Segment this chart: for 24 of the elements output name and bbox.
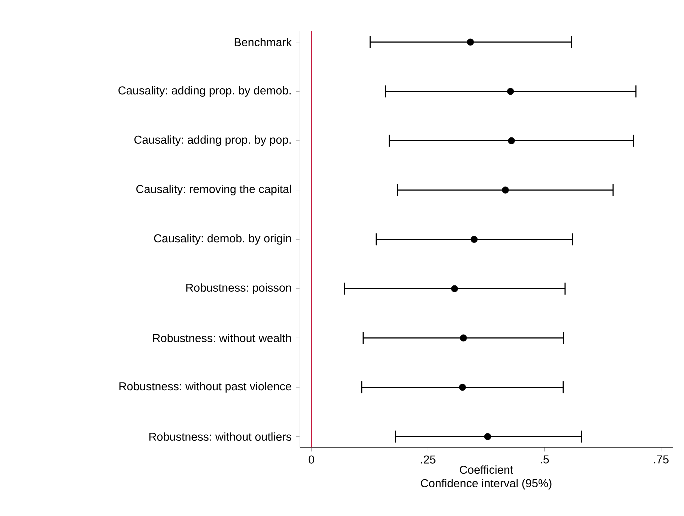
point	[470, 236, 478, 244]
x-tick-label: .75	[654, 456, 669, 464]
point	[507, 88, 514, 96]
x-tick-label: .5	[541, 456, 550, 464]
point	[484, 433, 492, 440]
y-tick-label: Robustness: poisson	[186, 284, 292, 294]
y-tick-label: Causality: adding prop. by demob.	[118, 86, 291, 97]
y-tick-label: Robustness: without wealth	[153, 334, 292, 342]
y-tick-label: Benchmark	[234, 38, 292, 47]
y-tick-label: Causality: removing the capital	[136, 184, 292, 196]
y-tick-label: Robustness: without past violence	[120, 382, 292, 393]
y-tick-label: Causality: adding prop. by pop.	[134, 136, 291, 146]
x-tick-label: .25	[421, 456, 436, 464]
point	[459, 384, 466, 392]
point	[451, 285, 458, 292]
point	[502, 186, 510, 194]
y-tick-label: Robustness: without outliers	[150, 432, 292, 442]
point	[508, 137, 516, 144]
x-axis-title: Coefficient	[460, 466, 514, 474]
y-tick-label: Causality: demob. by origin	[154, 234, 292, 245]
point	[467, 38, 474, 46]
text: Confidence interval (95%)	[421, 479, 552, 490]
x-tick-label: 0	[308, 456, 314, 464]
point	[460, 334, 468, 342]
